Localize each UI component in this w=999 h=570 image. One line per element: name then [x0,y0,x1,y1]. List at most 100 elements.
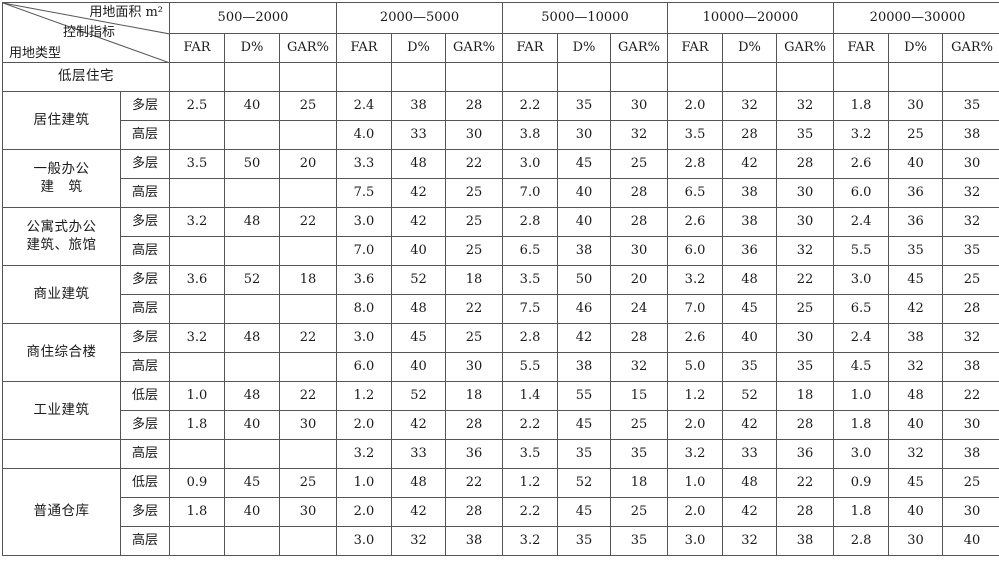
value-cell: 2.0 [667,91,724,121]
value-cell: 36 [888,207,944,237]
value-cell: 7.0 [667,294,724,324]
floor-type-cell: 高层 [120,178,170,208]
table-row: 低层住宅 [2,62,999,92]
value-cell: 5.5 [502,352,559,382]
value-cell: 1.0 [667,468,724,498]
floor-type-cell: 多层 [120,410,170,440]
value-cell: 6.5 [667,178,724,208]
value-cell: 2.8 [502,323,559,353]
value-cell: 35 [557,439,612,469]
value-cell: 52 [391,381,446,411]
value-cell: 35 [557,91,612,121]
value-cell: 2.4 [833,323,890,353]
table-row: 工业建筑 低层 1.0 48 22 1.2 52 18 1.4 55 15 1.2 52 18 1.0 48 2… [2,381,999,440]
value-cell: 52 [722,381,778,411]
value-cell: 36 [888,178,944,208]
value-cell: 35 [776,352,835,382]
value-cell: 2.2 [502,91,559,121]
value-cell: 30 [444,352,504,382]
value-cell [224,120,280,150]
value-cell: 32 [610,352,669,382]
value-cell [224,62,280,92]
value-cell: 32 [776,91,835,121]
diagonal-divider [3,3,169,62]
value-cell: 3.2 [502,526,559,556]
table-row: 一般办公建 筑多层 3.5 50 20 3.3 48 22 3.0 45 25 2.8 42 28 2.6… [2,149,999,208]
value-cell: 2.0 [336,410,392,440]
value-cell [169,526,225,556]
value-cell: 46 [557,294,612,324]
value-cell: 7.5 [502,294,559,324]
metric-header: GAR% [776,33,835,63]
value-cell: 50 [224,149,280,179]
value-cell [722,62,778,92]
value-cell [224,439,280,469]
metric-header: D% [557,33,612,63]
value-cell: 1.0 [169,381,225,411]
value-cell: 4.5 [833,352,890,382]
value-cell: 45 [557,497,612,527]
value-cell: 22 [279,381,337,411]
value-cell: 42 [391,497,446,527]
value-cell: 2.6 [667,207,724,237]
value-cell: 1.2 [502,468,559,498]
value-cell: 32 [722,91,778,121]
value-cell: 18 [444,265,504,295]
value-cell [224,178,280,208]
value-cell: 30 [776,323,835,353]
value-cell: 2.8 [833,526,890,556]
land-type-cell: 商住综合楼 [2,323,121,382]
value-cell: 40 [888,410,944,440]
value-cell: 1.8 [833,91,890,121]
floor-type-cell: 多层 [120,149,170,179]
value-cell [833,62,890,92]
value-cell: 40 [888,149,944,179]
value-cell: 28 [444,497,504,527]
value-cell: 2.8 [667,149,724,179]
value-cell: 6.0 [833,178,890,208]
value-cell: 25 [444,323,504,353]
value-cell: 1.0 [336,468,392,498]
value-cell: 35 [942,236,999,266]
value-cell [169,294,225,324]
value-cell: 36 [722,236,778,266]
value-cell: 18 [279,265,337,295]
value-cell: 40 [224,497,280,527]
value-cell: 2.2 [502,497,559,527]
value-cell: 45 [224,468,280,498]
value-cell: 20 [610,265,669,295]
value-cell [557,62,612,92]
value-cell: 45 [557,149,612,179]
value-cell: 25 [610,497,669,527]
value-cell: 40 [888,497,944,527]
value-cell: 1.0 [833,381,890,411]
floor-type-cell: 高层 [120,294,170,324]
value-cell: 6.5 [833,294,890,324]
value-cell: 30 [942,410,999,440]
range-header: 20000—30000 [833,2,999,34]
value-cell [279,236,337,266]
value-cell: 45 [888,265,944,295]
value-cell: 3.0 [833,439,890,469]
value-cell: 3.2 [169,207,225,237]
table-row: 高层 7.0 40 25 6.5 38 30 6.0 36 32 5.5 35 35 [3,236,999,266]
value-cell: 42 [722,497,778,527]
floor-type-cell: 多层 [120,497,170,527]
land-type-cell: 商业建筑 [2,265,121,324]
value-cell: 3.2 [336,439,392,469]
type-label: 用地类型 [9,46,62,61]
value-cell: 42 [557,323,612,353]
value-cell: 48 [224,323,280,353]
value-cell: 22 [942,381,999,411]
value-cell: 22 [444,468,504,498]
metric-header: GAR% [444,33,504,63]
land-use-indicator-table: 用地面积 m² 控制指标 用地类型 500—2000 2000—5000 500… [2,2,999,556]
value-cell: 3.5 [502,265,559,295]
value-cell: 55 [557,381,612,411]
value-cell: 50 [557,265,612,295]
value-cell: 28 [610,178,669,208]
value-cell [169,62,225,92]
value-cell: 48 [224,207,280,237]
value-cell: 38 [557,236,612,266]
metric-header: FAR [336,33,392,63]
